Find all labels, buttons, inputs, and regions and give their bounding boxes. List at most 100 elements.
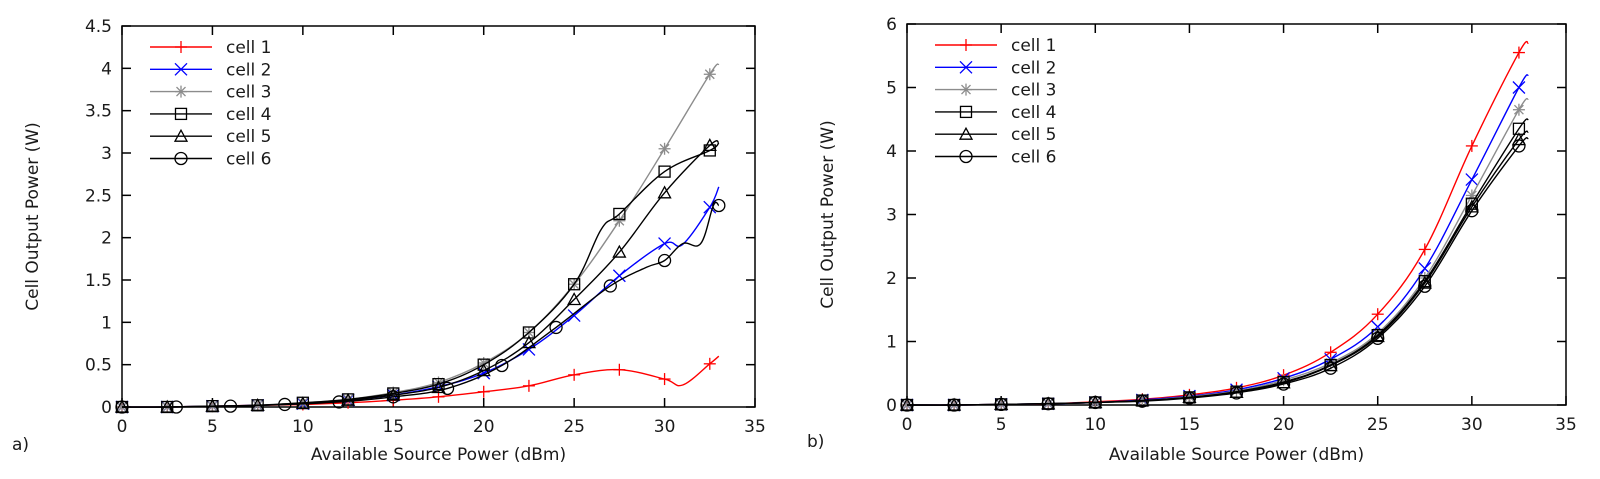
legend-marker: [959, 149, 973, 164]
data-point: [169, 400, 183, 414]
legend-marker: [959, 105, 973, 119]
x-axis-label: Available Source Power (dBm): [311, 445, 566, 465]
series-cell-4: [900, 118, 1529, 412]
x-tick-label: 0: [117, 417, 128, 437]
data-point: [658, 373, 671, 386]
x-tick-label: 10: [292, 417, 314, 437]
y-tick-label: 4: [886, 142, 897, 162]
legend-item: cell 2: [150, 60, 271, 80]
legend-marker: [175, 41, 187, 53]
legend-marker: [175, 85, 187, 98]
y-tick-label: 1: [886, 333, 897, 353]
data-point: [900, 398, 914, 412]
legend-label: cell 4: [226, 105, 271, 125]
data-point: [568, 368, 581, 381]
legend-label: cell 2: [226, 60, 271, 80]
y-tick-label: 3.5: [85, 102, 112, 122]
data-point: [1276, 375, 1291, 389]
x-tick-label: 20: [473, 417, 495, 437]
data-point: [657, 253, 672, 268]
y-tick-label: 1.5: [85, 271, 112, 291]
data-point: [1088, 395, 1102, 410]
data-point: [1512, 103, 1525, 116]
data-point: [658, 237, 672, 251]
data-point: [1229, 386, 1244, 400]
legend-label: cell 5: [226, 127, 271, 147]
series-line: [121, 140, 720, 408]
legend-item: cell 4: [150, 105, 271, 125]
data-point: [612, 244, 627, 258]
data-point: [476, 363, 491, 377]
series-line: [906, 130, 1529, 406]
data-point: [386, 390, 400, 404]
panel-label: b): [807, 432, 824, 452]
legend-label: cell 1: [226, 38, 271, 58]
data-point: [603, 279, 617, 293]
legend-marker: [173, 128, 189, 142]
x-tick-label: 30: [654, 417, 676, 437]
data-point: [567, 292, 582, 306]
legend-marker: [960, 83, 972, 96]
series-line: [121, 201, 720, 408]
y-tick-label: 3: [101, 144, 112, 164]
y-axis-label: Cell Output Power (W): [23, 122, 43, 311]
legend-item: cell 6: [935, 148, 1056, 168]
x-tick-label: 5: [996, 415, 1007, 435]
data-point: [1135, 394, 1150, 408]
x-tick-label: 35: [744, 417, 766, 437]
data-point: [703, 68, 716, 81]
x-tick-label: 25: [563, 417, 585, 437]
data-point: [1182, 390, 1197, 404]
legend-label: cell 6: [226, 150, 271, 170]
plot-frame: [121, 25, 756, 408]
legend-marker: [960, 39, 972, 51]
y-tick-label: 2.5: [85, 186, 112, 206]
y-tick-label: 4: [101, 59, 112, 79]
series-cell-2: [115, 186, 720, 414]
data-point: [1135, 393, 1150, 407]
data-point: [495, 358, 509, 373]
data-point: [115, 400, 129, 414]
legend-label: cell 2: [1011, 58, 1056, 78]
y-tick-label: 0: [101, 398, 112, 418]
data-point: [1465, 204, 1479, 218]
data-point: [567, 278, 581, 291]
x-tick-label: 20: [1273, 415, 1295, 435]
legend-marker: [174, 107, 188, 121]
y-axis-label: Cell Output Power (W): [818, 120, 838, 309]
legend-marker: [174, 62, 188, 76]
data-point: [1465, 139, 1478, 152]
series-cell-2: [900, 74, 1529, 412]
data-point: [1512, 139, 1526, 153]
x-tick-label: 0: [902, 415, 913, 435]
data-point: [549, 320, 563, 335]
y-tick-label: 0: [886, 396, 897, 416]
data-point: [612, 269, 626, 283]
series-line: [121, 63, 720, 408]
series-cell-6: [115, 198, 726, 414]
legend-label: cell 3: [226, 83, 271, 103]
x-tick-label: 15: [382, 417, 404, 437]
data-point: [1465, 173, 1479, 187]
legend-marker: [174, 151, 188, 166]
series-cell-1: [901, 40, 1529, 411]
x-tick-label: 5: [207, 417, 218, 437]
panel-label: a): [12, 435, 29, 455]
legend-item: cell 5: [150, 127, 271, 147]
series-cell-4: [115, 142, 720, 414]
y-tick-label: 4.5: [85, 17, 112, 37]
legend-item: cell 5: [935, 125, 1056, 145]
data-point: [613, 214, 626, 227]
series-cell-5: [899, 130, 1529, 411]
data-point: [223, 399, 238, 413]
y-tick-label: 2: [101, 229, 112, 249]
data-point: [1371, 331, 1385, 345]
legend-item: cell 4: [935, 103, 1056, 123]
data-point: [1418, 279, 1432, 293]
series-line: [121, 186, 720, 408]
x-tick-label: 30: [1461, 415, 1483, 435]
data-point: [1324, 346, 1337, 359]
